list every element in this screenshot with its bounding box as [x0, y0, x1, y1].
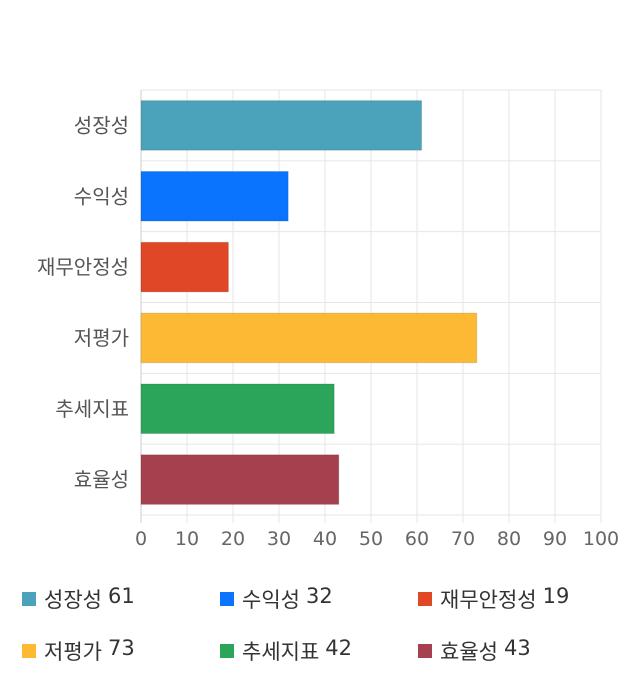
bar: [140, 383, 335, 435]
legend-series-value: 19: [542, 584, 570, 608]
category-label: 성장성: [74, 113, 129, 137]
legend-series-name: 효율성: [440, 640, 498, 664]
legend-swatch: [22, 592, 36, 606]
x-tick-label: 20: [221, 528, 245, 550]
chart-bars: [140, 100, 478, 505]
legend-series-name: 수익성: [242, 588, 300, 612]
legend-label: 효율성 43: [440, 636, 531, 666]
x-tick-label: 50: [359, 528, 383, 550]
legend-swatch: [220, 644, 234, 658]
bar: [140, 100, 423, 151]
x-tick-label: 90: [543, 528, 567, 550]
legend-series-name: 추세지표: [242, 640, 320, 664]
bar: [140, 241, 229, 293]
legend-series-name: 재무안정성: [440, 588, 537, 612]
chart-grid: [140, 89, 602, 523]
category-label: 추세지표: [55, 397, 129, 421]
x-axis-ticks: 0 10 20 30 40 50 60 70 80 90 100: [135, 528, 619, 550]
legend-swatch: [418, 644, 432, 658]
legend-series-value: 43: [503, 636, 531, 660]
legend-item: 추세지표 42: [220, 636, 352, 666]
legend-label: 수익성 32: [242, 584, 333, 614]
legend-series-name: 성장성: [44, 588, 102, 612]
legend-series-name: 저평가: [44, 640, 102, 664]
legend-item: 성장성 61: [22, 584, 135, 614]
bar: [140, 312, 478, 364]
legend-series-value: 42: [325, 636, 353, 660]
x-tick-label: 80: [497, 528, 521, 550]
legend-item: 효율성 43: [418, 636, 531, 666]
legend-swatch: [418, 592, 432, 606]
legend-swatch: [22, 644, 36, 658]
x-tick-label: 70: [451, 528, 475, 550]
x-tick-label: 0: [135, 528, 147, 550]
legend-series-value: 61: [107, 584, 135, 608]
category-label: 저평가: [74, 326, 129, 350]
x-tick-label: 60: [405, 528, 429, 550]
x-tick-label: 10: [175, 528, 199, 550]
legend-label: 추세지표 42: [242, 636, 352, 666]
legend-label: 저평가 73: [44, 636, 135, 666]
chart-legend: 성장성 61 수익성 32 재무안정성 19 저평가 73 추세지표 42 효율성 43: [0, 574, 640, 684]
legend-series-value: 32: [305, 584, 333, 608]
category-label: 효율성: [74, 468, 129, 492]
legend-item: 재무안정성 19: [418, 584, 569, 614]
legend-swatch: [220, 592, 234, 606]
legend-item: 저평가 73: [22, 636, 135, 666]
category-label: 수익성: [74, 184, 129, 208]
legend-item: 수익성 32: [220, 584, 333, 614]
x-tick-label: 40: [313, 528, 337, 550]
x-tick-label: 100: [583, 528, 619, 550]
bar: [140, 454, 340, 505]
legend-label: 성장성 61: [44, 584, 135, 614]
category-label: 재무안정성: [37, 255, 129, 279]
x-tick-label: 30: [267, 528, 291, 550]
bar: [140, 170, 289, 222]
legend-label: 재무안정성 19: [440, 584, 569, 614]
legend-series-value: 73: [107, 636, 135, 660]
